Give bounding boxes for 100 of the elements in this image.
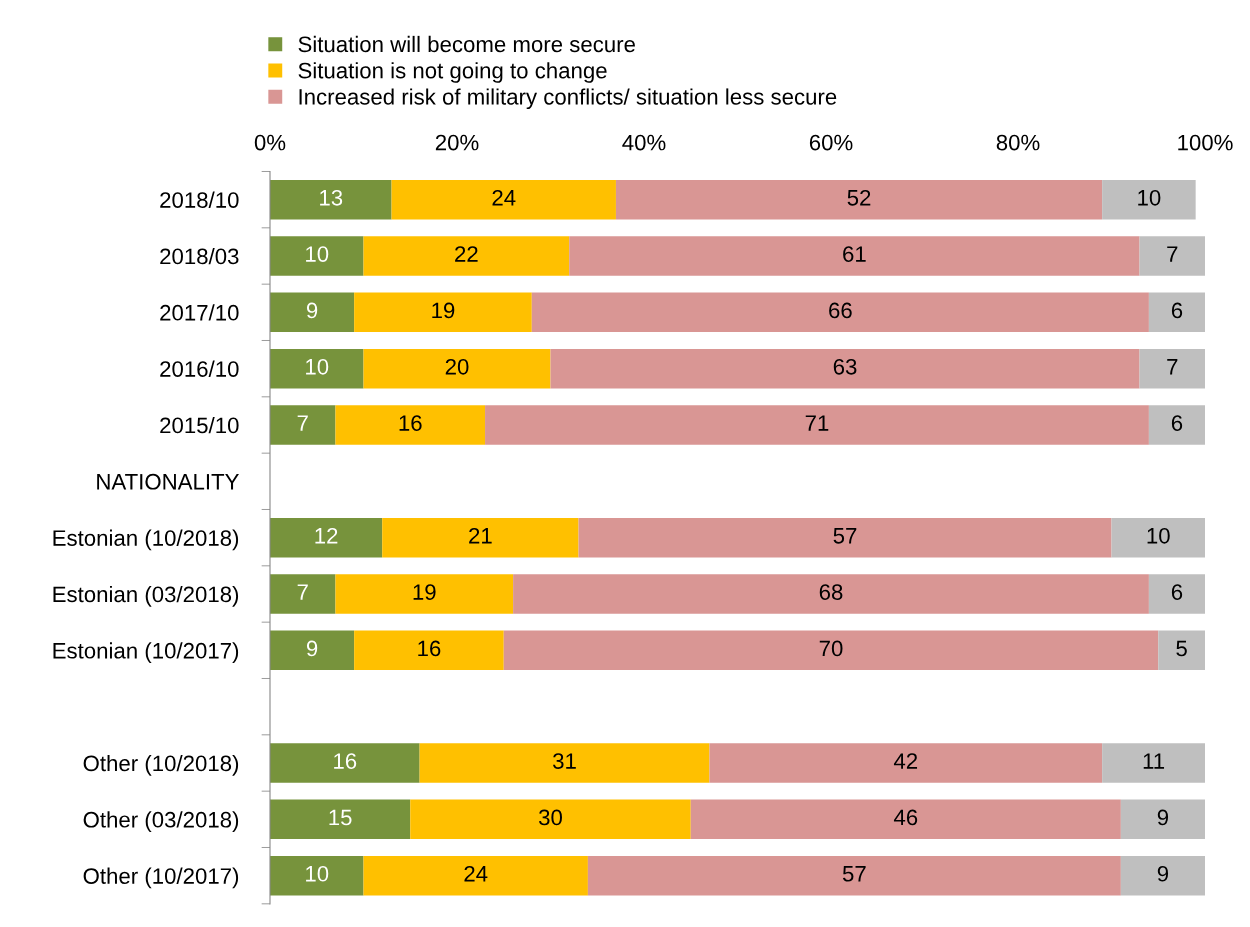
bar: [270, 405, 336, 445]
data-label: 21: [469, 527, 492, 544]
bar: [354, 630, 504, 671]
legend-label: Situation will become more secure: [298, 35, 635, 53]
x-tick-label: 20%: [435, 134, 479, 151]
bar: [513, 574, 1149, 614]
data-label: 42: [893, 753, 918, 769]
x-tick-label: 0%: [254, 134, 286, 151]
bar: [1158, 630, 1205, 671]
data-label: 9: [1157, 809, 1169, 826]
legend-label: Increased risk of military conflicts/ situation less secure: [299, 88, 837, 110]
bar: [270, 855, 364, 896]
bar: [1120, 855, 1205, 896]
bar: [270, 292, 355, 333]
x-tick-label: 60%: [809, 134, 853, 151]
y-tick-label: NATIONALITY: [97, 473, 239, 490]
bar: [270, 517, 383, 558]
bar: [270, 348, 364, 389]
data-label: 7: [297, 415, 308, 431]
bar: [503, 630, 1159, 671]
data-label: 10: [306, 865, 329, 882]
bar: [335, 405, 486, 445]
data-label: 30: [538, 809, 562, 826]
data-label: 46: [893, 809, 918, 826]
bar: [569, 236, 1140, 276]
bar: [363, 236, 570, 276]
data-label: 52: [847, 189, 871, 206]
bar: [1139, 348, 1205, 389]
bar: [270, 574, 336, 614]
data-label: 13: [320, 189, 343, 206]
legend-label: Situation is not going to change: [298, 62, 607, 83]
data-label: 16: [399, 415, 422, 431]
x-tick-label: 100%: [1178, 134, 1233, 151]
data-label: 22: [455, 246, 478, 262]
data-label: 10: [1138, 189, 1161, 206]
bar: [419, 743, 710, 783]
data-label: 9: [306, 302, 318, 319]
bar: [578, 517, 1112, 558]
data-label: 11: [1143, 753, 1165, 769]
y-tick-label: 2016/10: [160, 360, 239, 377]
data-label: 15: [329, 809, 352, 826]
bar: [354, 292, 532, 333]
data-label: 10: [306, 358, 329, 375]
bar: [531, 292, 1149, 333]
data-label: 12: [315, 527, 338, 544]
y-tick-label: 2018/10: [160, 191, 239, 208]
bar: [270, 630, 355, 671]
y-tick-label: 2017/10: [160, 304, 239, 321]
bar: [1148, 405, 1205, 445]
bar: [690, 799, 1121, 840]
bar: [1102, 179, 1196, 220]
data-label: 9: [306, 640, 318, 657]
y-tick-label: 2015/10: [160, 416, 239, 434]
bar: [1120, 799, 1205, 840]
data-label: 24: [464, 865, 488, 882]
y-tick-label: Other (10/2017): [83, 867, 239, 889]
bar: [270, 236, 364, 276]
bar: [382, 517, 579, 558]
data-label: 63: [833, 358, 857, 375]
bar: [1102, 743, 1205, 783]
bar: [270, 179, 392, 220]
bar: [1148, 574, 1205, 614]
data-label: 16: [418, 640, 441, 657]
bar: [391, 179, 616, 220]
y-tick-label: Other (03/2018): [83, 811, 239, 832]
bar: [1111, 517, 1205, 558]
data-label: 9: [1157, 865, 1169, 882]
data-label: 16: [334, 753, 357, 769]
bar: [485, 405, 1149, 445]
bar: [709, 743, 1103, 783]
bar: [587, 855, 1121, 896]
data-label: 10: [306, 246, 329, 262]
data-label: 31: [553, 753, 576, 769]
bar: [363, 855, 588, 896]
bar: [615, 179, 1103, 220]
bar: [1148, 292, 1205, 333]
data-label: 19: [432, 302, 455, 319]
bar: [550, 348, 1140, 389]
x-tick-label: 80%: [996, 134, 1040, 151]
data-label: 7: [297, 584, 308, 600]
data-label: 10: [1147, 527, 1170, 544]
bar: [363, 348, 551, 389]
data-label: 20: [445, 358, 469, 375]
y-tick-label: Estonian (10/2018): [53, 529, 239, 551]
bar: [1139, 236, 1205, 276]
data-label: 5: [1176, 640, 1187, 657]
data-label: 6: [1171, 584, 1183, 600]
bar: [410, 799, 691, 840]
y-tick-label: Other (10/2018): [83, 754, 239, 776]
data-label: 6: [1171, 415, 1183, 431]
data-label: 61: [843, 246, 866, 262]
data-label: 71: [805, 415, 829, 431]
data-label: 19: [413, 584, 436, 600]
data-label: 68: [819, 584, 843, 600]
data-label: 57: [842, 866, 866, 882]
y-tick-label: Estonian (10/2017): [53, 642, 239, 663]
x-tick-label: 40%: [622, 134, 666, 151]
bar: [335, 574, 514, 614]
data-label: 66: [829, 302, 852, 319]
data-label: 6: [1171, 302, 1183, 319]
